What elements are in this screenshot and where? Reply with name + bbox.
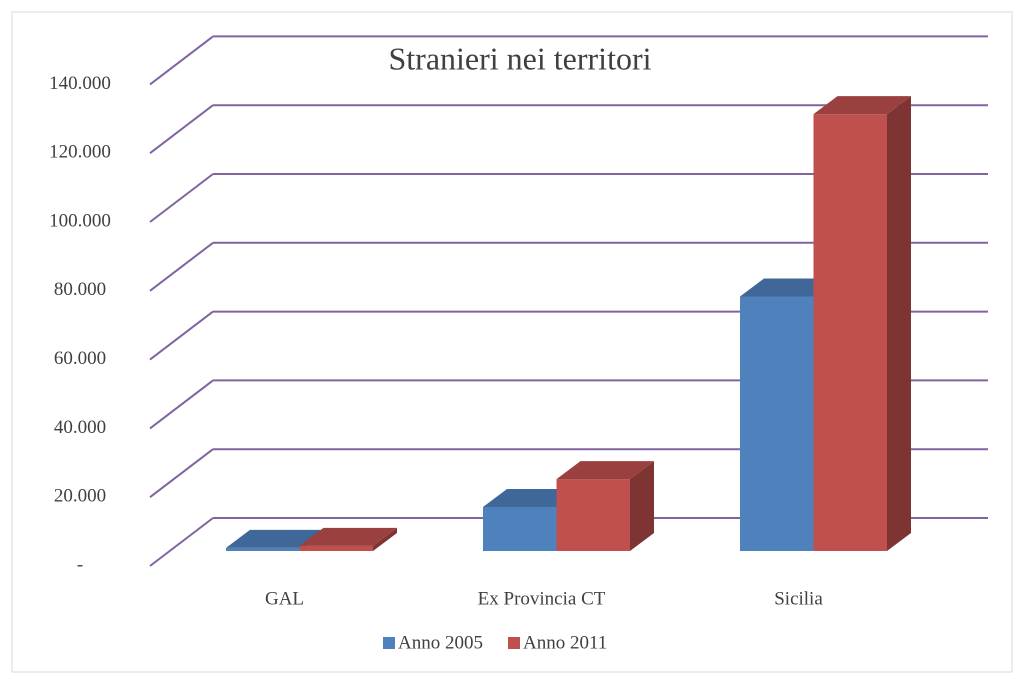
grid-line-side — [149, 35, 214, 86]
bar-top — [556, 461, 654, 480]
bar — [226, 547, 300, 551]
x-tick-label: GAL — [265, 588, 304, 609]
y-tick-label: 20.000 — [54, 486, 106, 507]
y-tick-label: 120.000 — [49, 142, 111, 163]
bar-top — [299, 527, 397, 546]
x-tick-label: Ex Provincia CT — [478, 588, 606, 609]
chart-title: Stranieri nei territori — [388, 40, 651, 76]
y-tick-label: 80.000 — [54, 279, 106, 300]
bar-top — [740, 278, 838, 297]
grid-line-side — [149, 104, 214, 154]
x-tick-label: Sicilia — [774, 588, 823, 609]
y-tick-label: 40.000 — [54, 417, 106, 438]
grid-line-side — [149, 448, 214, 498]
chart-frame — [11, 11, 1013, 673]
bar-top — [483, 488, 581, 507]
bar — [483, 506, 557, 551]
grid-line-side — [149, 517, 214, 567]
grid-line-side — [149, 379, 214, 430]
y-tick-label: 100.000 — [49, 210, 111, 231]
grid-line-side — [149, 173, 214, 223]
grid-line-side — [149, 310, 214, 361]
bar-top — [813, 96, 911, 115]
bar-top — [226, 529, 324, 548]
legend-label: Anno 2005 — [398, 632, 483, 653]
bar — [740, 296, 814, 551]
bar-side — [630, 461, 654, 551]
bar — [299, 545, 373, 551]
y-tick-label: 60.000 — [54, 348, 106, 369]
legend-label: Anno 2011 — [523, 632, 607, 653]
grid-line-side — [149, 242, 214, 292]
legend-swatch — [507, 637, 520, 649]
y-tick-label: - — [77, 554, 83, 575]
y-tick-label: 140.000 — [49, 73, 111, 94]
bar — [813, 114, 887, 552]
bar-side — [373, 527, 397, 551]
bar — [556, 479, 630, 551]
bar-side — [887, 96, 911, 552]
legend-swatch — [383, 637, 395, 649]
